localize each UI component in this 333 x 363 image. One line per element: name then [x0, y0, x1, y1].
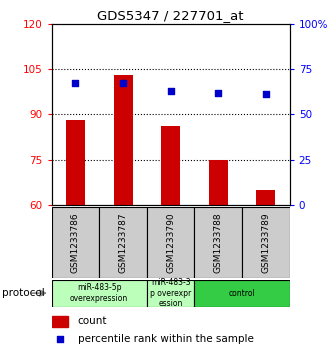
Point	[216, 90, 221, 95]
Text: percentile rank within the sample: percentile rank within the sample	[78, 334, 254, 344]
Point	[57, 337, 63, 342]
Text: GSM1233789: GSM1233789	[261, 212, 270, 273]
Point	[263, 91, 268, 97]
Bar	[147, 280, 194, 307]
Bar	[52, 316, 68, 327]
Bar	[256, 190, 275, 205]
Text: GSM1233790: GSM1233790	[166, 212, 175, 273]
Text: count: count	[78, 316, 107, 326]
Bar	[52, 280, 147, 307]
Bar	[66, 121, 85, 205]
Text: miR-483-3
p overexpr
ession: miR-483-3 p overexpr ession	[150, 278, 191, 308]
Bar	[194, 280, 290, 307]
Point	[73, 81, 78, 86]
Bar	[209, 160, 228, 205]
Bar	[99, 207, 147, 278]
Point	[168, 88, 173, 94]
Point	[121, 81, 126, 86]
Text: GSM1233787: GSM1233787	[119, 212, 128, 273]
Text: GSM1233788: GSM1233788	[214, 212, 223, 273]
Bar	[161, 126, 180, 205]
Text: GSM1233786: GSM1233786	[71, 212, 80, 273]
Bar	[147, 207, 194, 278]
Text: protocol: protocol	[2, 288, 44, 298]
Bar	[194, 207, 242, 278]
Text: miR-483-5p
overexpression: miR-483-5p overexpression	[70, 284, 128, 303]
Text: control: control	[229, 289, 255, 298]
Title: GDS5347 / 227701_at: GDS5347 / 227701_at	[98, 9, 244, 23]
Bar	[52, 207, 99, 278]
Bar	[114, 75, 133, 205]
Bar	[242, 207, 290, 278]
